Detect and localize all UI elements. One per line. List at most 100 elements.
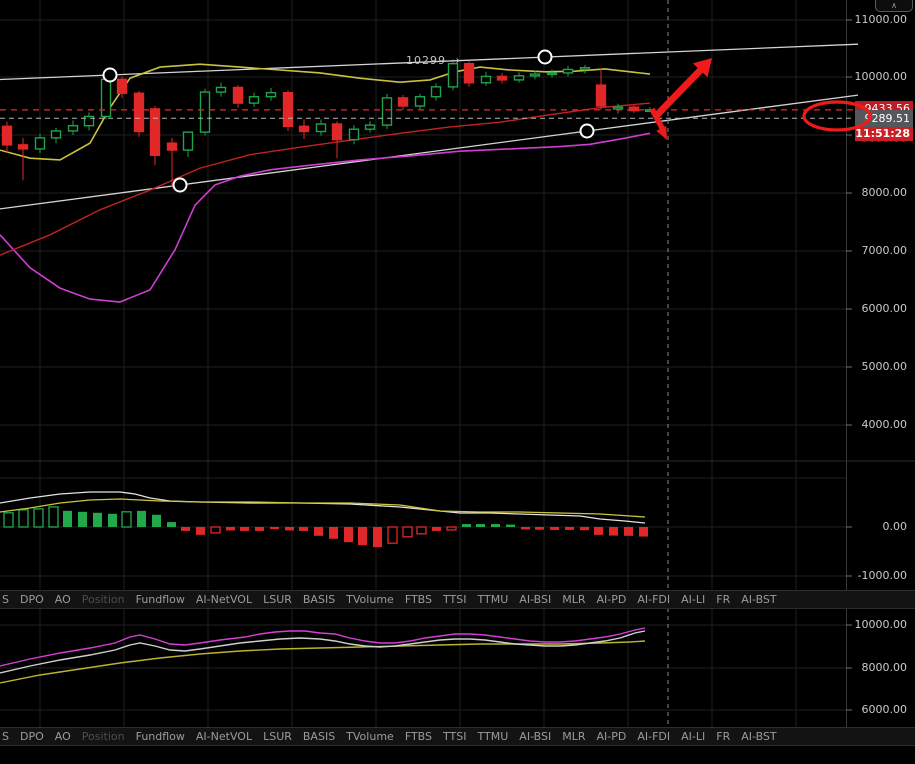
tab-item-dpo[interactable]: DPO bbox=[19, 730, 44, 743]
tab-item-ai-pd[interactable]: AI-PD bbox=[596, 730, 627, 743]
candle bbox=[17, 137, 29, 181]
histogram-bar bbox=[344, 527, 353, 543]
axis-price-label: 8000.00 bbox=[861, 186, 908, 199]
candle-body bbox=[595, 84, 607, 107]
axis-price-label: 10000.00 bbox=[854, 70, 908, 83]
candle bbox=[298, 119, 310, 140]
histogram-bar bbox=[535, 527, 544, 530]
tab-item-mlr[interactable]: MLR bbox=[562, 593, 586, 606]
tab-item-basis[interactable]: BASIS bbox=[302, 593, 336, 606]
candle bbox=[579, 64, 591, 74]
candle-body bbox=[447, 62, 459, 88]
trendline-marker[interactable] bbox=[579, 123, 595, 139]
histogram-bar bbox=[432, 527, 441, 531]
candle-body bbox=[166, 142, 178, 151]
tab-item-position[interactable]: Position bbox=[81, 593, 125, 606]
axis-price-label: 4000.00 bbox=[861, 418, 908, 431]
histogram-bar bbox=[506, 524, 515, 527]
candle-body bbox=[232, 86, 244, 104]
histogram-bar bbox=[255, 527, 264, 531]
candle bbox=[282, 90, 294, 131]
trendline-marker[interactable] bbox=[102, 67, 118, 83]
tab-item-ai-bst[interactable]: AI-BST bbox=[741, 730, 777, 743]
candle-body bbox=[133, 92, 145, 133]
histogram-bar bbox=[181, 527, 190, 531]
candle-body bbox=[331, 123, 343, 141]
tab-item-ai-bsi[interactable]: AI-BSI bbox=[519, 730, 552, 743]
candle-body bbox=[562, 68, 574, 74]
candle-body bbox=[315, 123, 327, 133]
tab-item-dpo[interactable]: DPO bbox=[19, 593, 44, 606]
tab-item-clipped[interactable]: S bbox=[2, 730, 9, 743]
tab-item-ai-pd[interactable]: AI-PD bbox=[596, 593, 627, 606]
tab-item-ttsi[interactable]: TTSI bbox=[443, 730, 467, 743]
tab-item-position[interactable]: Position bbox=[81, 730, 125, 743]
histogram-bar bbox=[93, 512, 102, 527]
axis-price-label: -1000.00 bbox=[857, 569, 907, 582]
axis-collapse-tab[interactable]: ∧ bbox=[875, 0, 913, 12]
tab-item-clipped[interactable]: S bbox=[2, 593, 9, 606]
tab-item-ai-li[interactable]: AI-LI bbox=[681, 593, 706, 606]
tab-item-ao[interactable]: AO bbox=[54, 593, 71, 606]
histogram-bar bbox=[78, 511, 87, 527]
red-ma-line bbox=[0, 102, 651, 256]
candle bbox=[546, 69, 558, 78]
tab-item-tvolume[interactable]: TVolume bbox=[346, 593, 394, 606]
candle-body bbox=[34, 137, 46, 150]
tab-item-lsur[interactable]: LSUR bbox=[263, 593, 292, 606]
tab-item-ai-fdi[interactable]: AI-FDI bbox=[637, 593, 671, 606]
tab-item-mlr[interactable]: MLR bbox=[562, 730, 586, 743]
trend-channel-lower bbox=[0, 94, 859, 210]
candle bbox=[628, 105, 640, 113]
chevron-up-icon: ∧ bbox=[891, 0, 897, 10]
candle bbox=[265, 88, 277, 101]
candle bbox=[50, 128, 62, 144]
candle bbox=[248, 92, 260, 107]
candle bbox=[496, 72, 508, 84]
candle-body bbox=[430, 86, 442, 98]
histogram-bar bbox=[285, 527, 294, 531]
candle-body bbox=[612, 106, 624, 110]
histogram-bar bbox=[580, 527, 589, 531]
histogram-bar bbox=[108, 513, 117, 527]
tab-item-ai-netvol[interactable]: AI-NetVOL bbox=[195, 593, 253, 606]
histogram-bar bbox=[314, 527, 323, 536]
tab-item-ai-bst[interactable]: AI-BST bbox=[741, 593, 777, 606]
tab-item-ai-netvol[interactable]: AI-NetVOL bbox=[195, 730, 253, 743]
candle bbox=[612, 103, 624, 114]
tab-item-ao[interactable]: AO bbox=[54, 730, 71, 743]
candle bbox=[480, 71, 492, 86]
tab-item-lsur[interactable]: LSUR bbox=[263, 730, 292, 743]
tab-item-ttmu[interactable]: TTMU bbox=[477, 730, 509, 743]
tab-item-ttmu[interactable]: TTMU bbox=[477, 593, 509, 606]
tab-item-ttsi[interactable]: TTSI bbox=[443, 593, 467, 606]
histogram-bar bbox=[121, 511, 132, 528]
tab-item-basis[interactable]: BASIS bbox=[302, 730, 336, 743]
tab-item-tvolume[interactable]: TVolume bbox=[346, 730, 394, 743]
candle-body bbox=[149, 108, 161, 157]
histogram-bar bbox=[48, 506, 59, 528]
tab-item-ai-li[interactable]: AI-LI bbox=[681, 730, 706, 743]
tab-item-ai-fdi[interactable]: AI-FDI bbox=[637, 730, 671, 743]
tab-item-fundflow[interactable]: Fundflow bbox=[135, 730, 185, 743]
tab-item-ftbs[interactable]: FTBS bbox=[404, 730, 433, 743]
histogram-bar bbox=[33, 508, 44, 528]
tab-item-ftbs[interactable]: FTBS bbox=[404, 593, 433, 606]
trendline-marker[interactable] bbox=[172, 177, 188, 193]
tab-item-fundflow[interactable]: Fundflow bbox=[135, 593, 185, 606]
axis-price-label: 6000.00 bbox=[861, 302, 908, 315]
price-axis[interactable]: 11000.0010000.009000.008000.007000.00600… bbox=[850, 0, 912, 746]
candle bbox=[595, 68, 607, 111]
trendline-marker[interactable] bbox=[537, 49, 553, 65]
candle bbox=[149, 106, 161, 166]
tab-item-fr[interactable]: FR bbox=[716, 730, 731, 743]
histogram-bar bbox=[624, 527, 633, 536]
tab-item-ai-bsi[interactable]: AI-BSI bbox=[519, 593, 552, 606]
tab-item-fr[interactable]: FR bbox=[716, 593, 731, 606]
histogram-bar bbox=[639, 527, 648, 537]
candle bbox=[463, 61, 475, 87]
histogram-bar bbox=[196, 527, 205, 535]
candle bbox=[1, 121, 13, 153]
histogram-bar bbox=[137, 510, 146, 527]
